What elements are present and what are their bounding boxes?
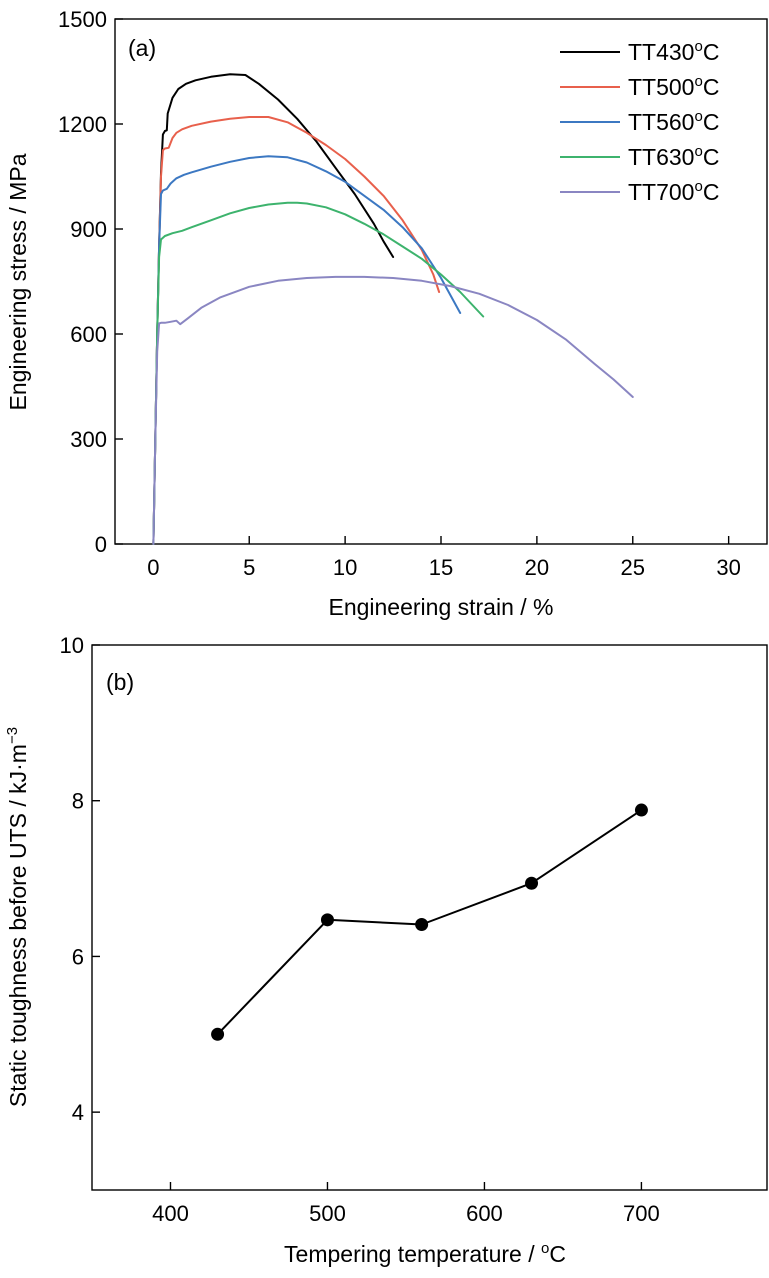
x-tick-label-1: 500 <box>309 1201 346 1226</box>
x-axis-title-b: Tempering temperature / oC <box>284 1240 566 1267</box>
x-tick-label-1: 700 <box>623 1201 660 1226</box>
legend-entry-tt560: TT560oC <box>628 108 719 135</box>
legend-degree-sup: o <box>694 108 702 125</box>
legend-degree-sup: o <box>694 178 702 195</box>
x-axis-title-b-sup: o <box>541 1240 549 1257</box>
legend-entry-tt430: TT430oC <box>628 38 719 65</box>
series-line-tt500 <box>152 116 441 545</box>
x-axis-title-b-unit: C <box>549 1241 566 1267</box>
legend-entry-tt500: TT500oC <box>628 73 719 100</box>
x-tick-label-0: 30 <box>716 555 740 580</box>
series-line-tt630 <box>152 201 485 545</box>
legend-unit: C <box>703 74 720 100</box>
x-tick-label-1: 400 <box>152 1201 189 1226</box>
data-point <box>634 803 648 817</box>
y-tick-label-0: 1500 <box>58 7 107 32</box>
y-tick-label-0: 0 <box>95 532 107 557</box>
series-lines-a <box>152 73 634 545</box>
panel-label-b: (b) <box>106 669 134 695</box>
y-tick-label-0: 900 <box>70 217 107 242</box>
series-line-b <box>211 803 648 1041</box>
y-tick-label-0: 1200 <box>58 112 107 137</box>
toughness-line <box>216 809 643 1036</box>
y-axis-title-b: Static toughness before UTS / kJ·m−3 <box>4 727 31 1107</box>
legend-entry-tt700: TT700oC <box>628 178 719 205</box>
y-axis-title-a: Engineering stress / MPa <box>5 153 31 410</box>
y-axis-title-b-sup: −3 <box>4 727 21 744</box>
series-line-tt430 <box>152 73 395 545</box>
legend-name: TT500 <box>628 74 694 100</box>
legend-entry-tt630: TT630oC <box>628 143 719 170</box>
y-tick-label-1: 6 <box>72 944 84 969</box>
y-tick-label-1: 10 <box>60 633 84 658</box>
legend-degree-sup: o <box>694 73 702 90</box>
data-point <box>415 918 429 932</box>
plot-frame-b <box>91 644 768 1191</box>
x-tick-label-0: 10 <box>333 555 357 580</box>
x-tick-label-1: 600 <box>466 1201 503 1226</box>
y-tick-label-1: 4 <box>72 1100 84 1125</box>
legend-name: TT630 <box>628 144 694 170</box>
legend-unit: C <box>703 179 720 205</box>
data-point <box>320 913 334 927</box>
y-tick-label-0: 300 <box>70 427 107 452</box>
series-line-tt560 <box>152 155 462 545</box>
panel-label-a: (a) <box>128 35 156 61</box>
y-tick-label-0: 600 <box>70 322 107 347</box>
x-axis-title-a: Engineering strain / % <box>328 594 553 620</box>
x-axis-title-b-main: Tempering temperature / <box>284 1241 541 1267</box>
legend-unit: C <box>703 39 720 65</box>
legend-unit: C <box>703 144 720 170</box>
x-tick-label-0: 20 <box>525 555 549 580</box>
legend-unit: C <box>703 109 720 135</box>
data-point <box>525 876 539 890</box>
y-axis-title-b-main: Static toughness before UTS / kJ·m <box>5 744 31 1107</box>
x-tick-label-0: 0 <box>147 555 159 580</box>
x-tick-label-0: 5 <box>243 555 255 580</box>
x-tick-label-0: 25 <box>621 555 645 580</box>
legend-name: TT700 <box>628 179 694 205</box>
legend-name: TT430 <box>628 39 694 65</box>
axis-ticks-b: 400 500 600 700 4 6 8 10 <box>60 633 660 1226</box>
legend-degree-sup: o <box>694 143 702 160</box>
legend-degree-sup: o <box>694 38 702 55</box>
legend-name: TT560 <box>628 109 694 135</box>
y-tick-label-1: 8 <box>72 789 84 814</box>
data-point <box>211 1027 225 1041</box>
x-tick-label-0: 15 <box>429 555 453 580</box>
series-line-tt700 <box>152 275 634 545</box>
toughness-chart: 400 500 600 700 4 6 8 10 (b) Tempering temperat… <box>4 633 768 1267</box>
